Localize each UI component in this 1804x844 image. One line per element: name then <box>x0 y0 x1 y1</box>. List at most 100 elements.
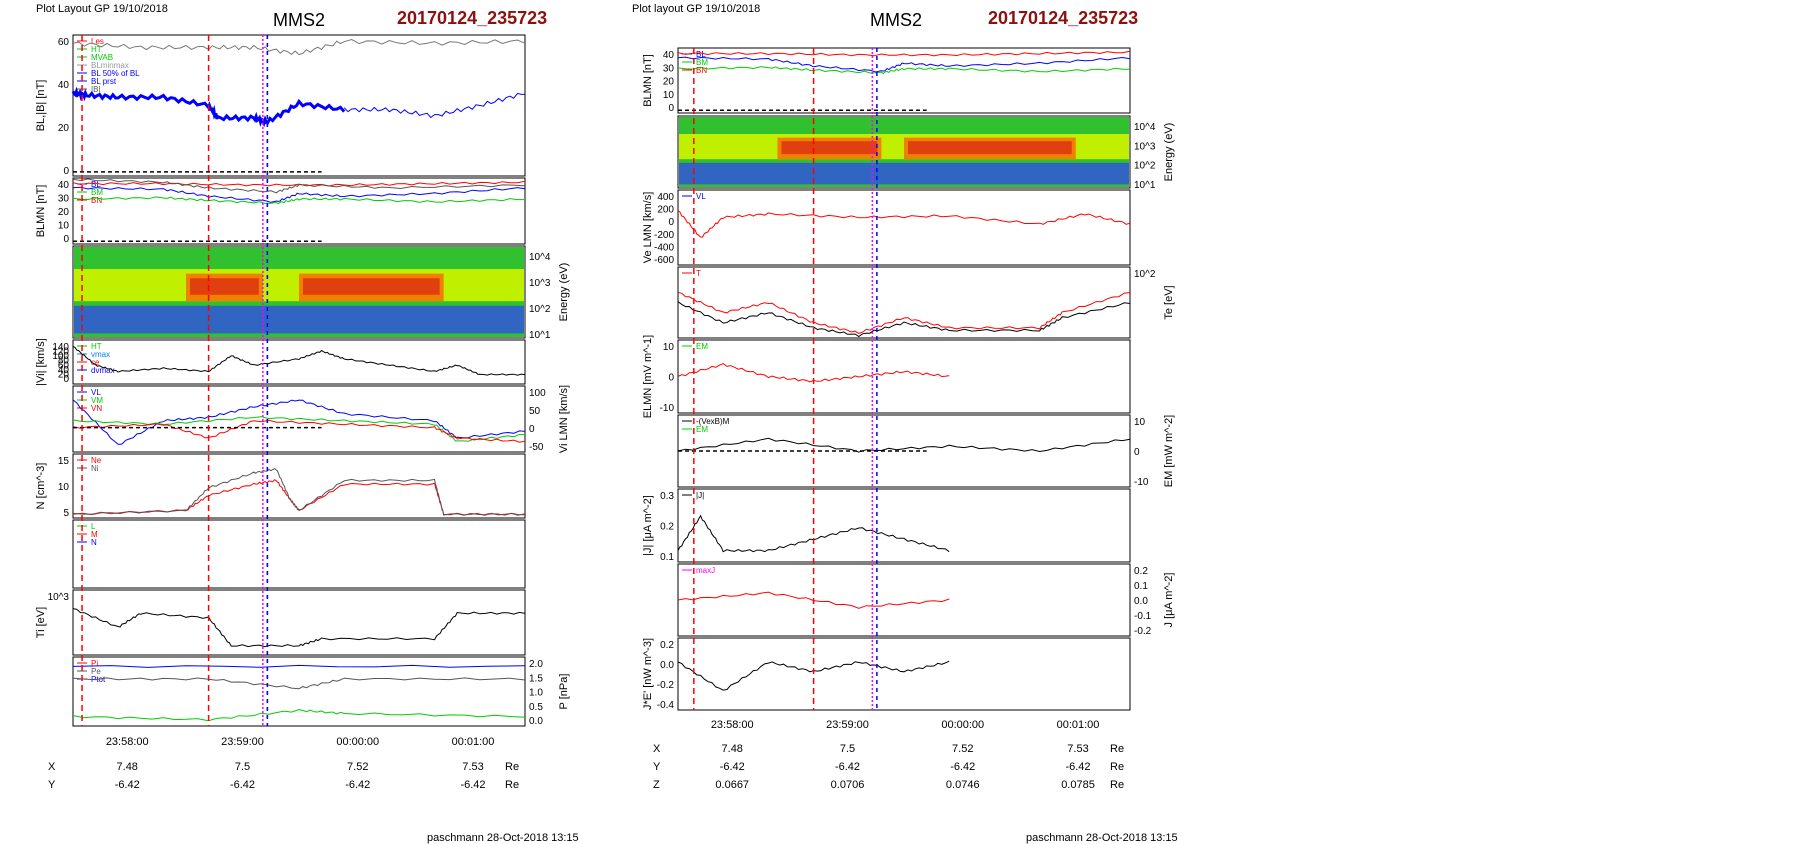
left-page: Plot Layout GP 19/10/2018 MMS2 20170124_… <box>0 0 600 844</box>
right-panel-1-ylabel: BLMN [nT] <box>642 54 654 107</box>
left-panel-6-ytick-1: 10 <box>58 482 70 493</box>
left-panel-3-heat-core-1 <box>303 278 440 295</box>
right-eph-value-1-2: -6.42 <box>950 761 975 773</box>
right-panel-6-ylabel: EM [mW m^-2] <box>1163 415 1175 487</box>
left-panel-2-ytick-2: 20 <box>58 207 70 218</box>
left-panel-8-ylabel: Ti [eV] <box>35 607 47 638</box>
right-panel-8-frame <box>677 563 1131 637</box>
right-panel-4-frame <box>677 266 1131 339</box>
right-panel-3-ytick-5: -600 <box>654 255 674 266</box>
left-panel-5-frame <box>72 385 526 453</box>
left-panel-4-ytick-7: 0 <box>63 374 69 385</box>
right-eph-value-0-1: 7.5 <box>840 743 855 755</box>
right-panel-7-frame <box>677 488 1131 563</box>
right-title: MMS2 <box>870 10 923 30</box>
right-panel-6-ytick-2: -10 <box>1134 477 1149 488</box>
right-panel-6-series-0 <box>677 437 1131 453</box>
left-panel-9-series-0 <box>72 664 526 668</box>
right-panel-7-legend-0: |J| <box>696 491 704 500</box>
right-panel-1-series-2 <box>677 50 1131 57</box>
right-eph-value-0-0: 7.48 <box>722 743 743 755</box>
left-panel-4-frame <box>72 339 526 385</box>
right-panel-3-ytick-3: -200 <box>654 230 674 241</box>
right-panel-7-ytick-0: 0.3 <box>660 491 674 502</box>
left-panel-1-series-1 <box>71 86 346 128</box>
right-panel-4-ylabel: Te [eV] <box>1163 285 1175 319</box>
right-page: Plot layout GP 19/10/2018 MMS2 20170124_… <box>603 0 1243 844</box>
left-panel-3-heat-band-low <box>74 305 524 334</box>
left-panel-4-legend-3: dvmax <box>91 366 115 375</box>
left-panel-6-ytick-2: 5 <box>63 508 69 519</box>
right-panel-2-heat-core-1 <box>908 141 1072 155</box>
left-eph-unit-0: Re <box>505 761 519 773</box>
left-panel-6-legend-0: Ne <box>91 456 102 465</box>
left-panel-1-ytick-2: 20 <box>58 123 70 134</box>
right-panel-9-ytick-2: -0.2 <box>657 680 675 691</box>
right-panel-7-series-0 <box>677 514 950 553</box>
right-panel-5-ytick-0: 10 <box>663 342 675 353</box>
left-panel-4-series-0 <box>72 345 526 376</box>
left-footer: paschmann 28-Oct-2018 13:15 <box>427 832 579 844</box>
left-panel-4-ytick-2: 100 <box>52 351 69 362</box>
left-panel-4-legend-0: HT <box>91 342 102 351</box>
left-panel-4-ytick-5: 40 <box>58 365 70 376</box>
right-panel-1-legend-2: BN <box>696 66 707 75</box>
left-panel-3-ytick-3: 10^1 <box>529 330 551 341</box>
left-eph-value-0-0: 7.48 <box>117 761 138 773</box>
right-panel-5-ylabel: ELMN [mV m^-1] <box>642 335 654 418</box>
right-panel-3-legend-0: VL <box>696 192 706 201</box>
right-panel-8-ytick-2: 0.0 <box>1134 596 1148 607</box>
right-eph-value-2-2: 0.0746 <box>946 779 980 790</box>
right-eph-value-0-3: 7.53 <box>1067 743 1088 755</box>
right-panel-8-ylabel: J [μA m^-2] <box>1163 573 1175 628</box>
right-time-tick-3: 00:01:00 <box>1057 719 1100 731</box>
right-panel-1-ytick-2: 20 <box>663 77 675 88</box>
left-panel-2-series-3 <box>72 178 526 194</box>
right-panel-4-series-0 <box>677 291 1131 334</box>
right-eph-value-2-1: 0.0706 <box>831 779 865 790</box>
right-panel-1-ytick-0: 40 <box>663 50 675 61</box>
left-eph-unit-1: Re <box>505 779 519 790</box>
left-panel-5-ytick-0: 100 <box>529 388 546 399</box>
left-panel-3-ytick-1: 10^3 <box>529 278 551 289</box>
left-panel-2-ytick-0: 40 <box>58 180 70 191</box>
left-eph-value-0-1: 7.5 <box>235 761 250 773</box>
left-header-left: Plot Layout GP 19/10/2018 <box>36 3 168 15</box>
left-panel-4-ytick-3: 80 <box>58 356 70 367</box>
left-eph-value-1-0: -6.42 <box>115 779 140 790</box>
right-eph-unit-0: Re <box>1110 743 1124 755</box>
right-panel-3-ylabel: Ve LMN [km/s] <box>642 192 654 264</box>
right-eph-value-1-3: -6.42 <box>1065 761 1090 773</box>
left-panel-6-ylabel: N [cm^-3] <box>35 463 47 510</box>
left-panel-4-legend-1: vmax <box>91 350 110 359</box>
right-panel-3-ytick-1: 200 <box>657 205 674 216</box>
right-header-left: Plot layout GP 19/10/2018 <box>632 3 761 15</box>
right-eph-label-0: X <box>653 743 661 755</box>
left-panel-8-ytick-0: 10^3 <box>48 592 70 603</box>
left-panel-2-ytick-3: 10 <box>58 221 70 232</box>
left-panel-1-legend-1: HT <box>91 45 102 54</box>
left-panel-4-ytick-1: 120 <box>52 347 69 358</box>
left-panel-2-ylabel: BLMN [nT] <box>35 185 47 238</box>
right-panel-7-ytick-2: 0.1 <box>660 552 674 563</box>
left-panel-9-ytick-1: 1.5 <box>529 673 543 684</box>
right-panel-6-ytick-0: 10 <box>1134 417 1146 428</box>
right-panel-9-ytick-3: -0.4 <box>657 700 675 711</box>
right-panel-8-ytick-0: 0.2 <box>1134 566 1148 577</box>
right-time-tick-2: 00:00:00 <box>941 719 984 731</box>
left-panel-2-legend-0: BL <box>91 180 101 189</box>
left-panel-5-ytick-1: 50 <box>529 406 541 417</box>
right-panel-5-frame <box>677 339 1131 414</box>
right-panel-3-ytick-0: 400 <box>657 192 674 203</box>
left-time-tick-2: 00:00:00 <box>336 736 379 748</box>
right-panel-3-ytick-4: -400 <box>654 242 674 253</box>
left-event-id: 20170124_235723 <box>397 8 548 28</box>
left-panel-3-ylabel: Energy (eV) <box>558 263 570 322</box>
left-panel-5-series-2 <box>72 419 526 443</box>
right-panel-5-legend-0: EM <box>696 342 708 351</box>
right-panel-2-ylabel: Energy (eV) <box>1163 123 1175 182</box>
left-panel-5-ytick-3: -50 <box>529 442 544 453</box>
left-eph-value-0-2: 7.52 <box>347 761 368 773</box>
